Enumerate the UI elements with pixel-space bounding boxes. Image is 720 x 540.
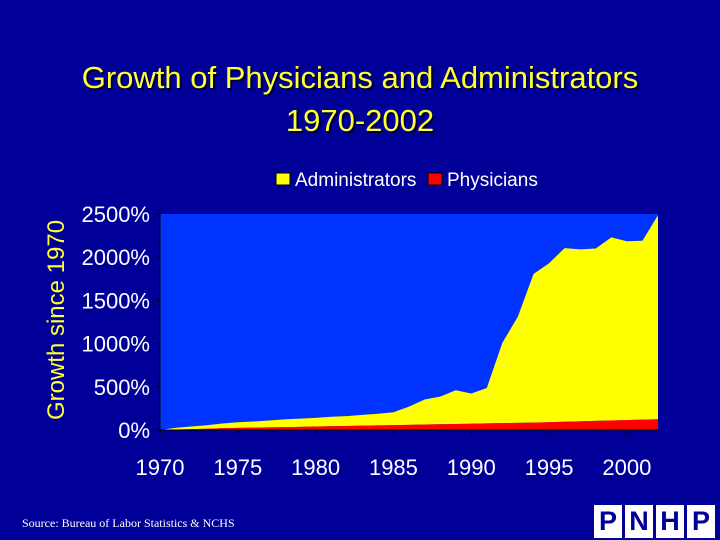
x-tick-label: 1980 (291, 455, 340, 480)
y-tick-label: 1000% (81, 332, 150, 357)
y-tick-label: 0% (118, 418, 150, 443)
source-note: Source: Bureau of Labor Statistics & NCH… (22, 516, 235, 530)
x-tick-label: 1970 (136, 455, 185, 480)
series-physicians-area (160, 419, 658, 430)
legend-swatch-administrators (275, 172, 291, 186)
series-administrators-area (160, 215, 658, 430)
logo-letter: P (594, 505, 622, 538)
x-tick-label: 1995 (525, 455, 574, 480)
logo-letter: H (656, 505, 684, 538)
x-tick-label: 1985 (369, 455, 418, 480)
pnhp-logo: P N H P (594, 505, 715, 538)
y-axis-label: Growth since 1970 (43, 220, 70, 420)
y-tick-label: 2000% (81, 245, 150, 270)
y-tick-label: 2500% (81, 202, 150, 227)
y-tick-label: 1500% (81, 288, 150, 313)
logo-letter: P (687, 505, 715, 538)
legend-label-administrators: Administrators (295, 170, 416, 191)
x-tick-label: 1990 (447, 455, 496, 480)
x-tick-label: 1975 (213, 455, 262, 480)
logo-letter: N (625, 505, 653, 538)
legend-label-physicians: Physicians (447, 170, 538, 191)
chart-title-line-2: 1970-2002 (285, 103, 435, 138)
y-tick-label: 500% (94, 375, 150, 400)
chart-title-line-1: Growth of Physicians and Administrators (81, 60, 639, 95)
x-tick-label: 2000 (602, 455, 651, 480)
legend-swatch-physicians (427, 172, 443, 186)
